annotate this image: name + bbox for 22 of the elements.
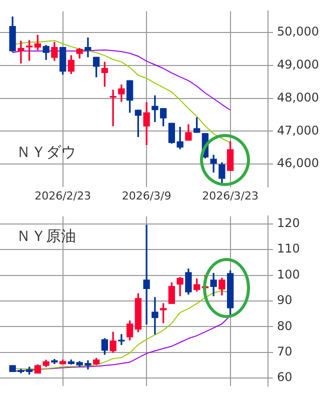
y-tick-label: 48,000 <box>277 90 319 104</box>
y-tick-label: 90 <box>277 293 292 308</box>
x-tick-label: 2026/2/23 <box>34 189 92 202</box>
x-tick-label: 2026/3/9 <box>122 189 172 202</box>
y-tick-label: 110 <box>277 242 300 256</box>
y-tick-label: 80 <box>277 318 292 333</box>
y-tick-label: 46,000 <box>277 156 319 170</box>
y-tick-label: 70 <box>277 344 292 359</box>
text: ＮＹダウ <box>16 142 76 161</box>
y-tick-label: 60 <box>277 370 292 384</box>
y-tick-label: 47,000 <box>277 123 319 138</box>
candlestick <box>118 334 125 346</box>
text: ＮＹ原油 <box>16 226 76 245</box>
x-tick-label: 2026/3/23 <box>202 189 259 202</box>
candlestick <box>152 297 158 334</box>
candlestick <box>18 40 24 64</box>
y-tick-label: 120 <box>277 216 300 230</box>
y-tick-label: 100 <box>277 267 300 282</box>
y-tick-label: 49,000 <box>277 58 319 72</box>
candlestick <box>84 37 92 58</box>
y-tick-label: 50,000 <box>277 24 319 39</box>
candlestick <box>110 90 116 126</box>
